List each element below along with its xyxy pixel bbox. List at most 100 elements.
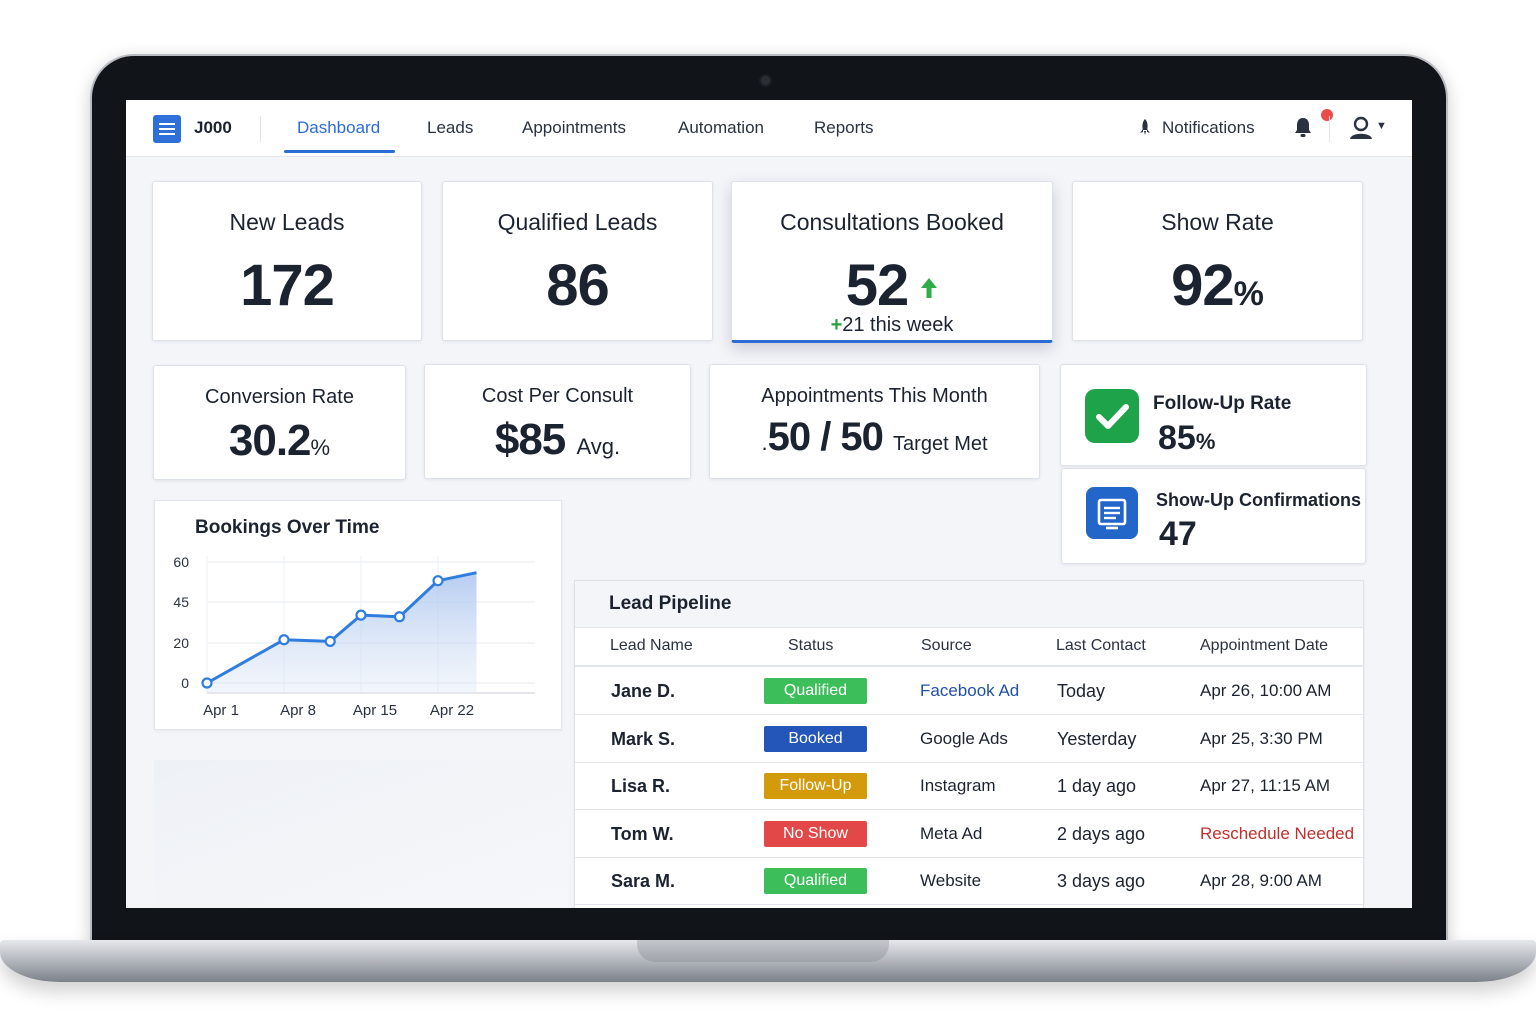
- delta-plus: +: [830, 314, 843, 336]
- column-header-lead-name[interactable]: Lead Name: [610, 637, 693, 654]
- kpi-label: Consultations Booked: [780, 209, 1004, 235]
- metric-prefix: .: [761, 430, 768, 455]
- laptop-notch: [637, 940, 889, 962]
- side-value: 47: [1159, 515, 1197, 553]
- data-point: [324, 635, 336, 647]
- lead-name: Sara M.: [611, 871, 676, 891]
- data-point: [201, 677, 213, 689]
- app-logo[interactable]: J000: [194, 118, 232, 137]
- metric-suffix: Target Met: [893, 433, 988, 455]
- x-tick-label: Apr 8: [280, 702, 316, 719]
- lead-source: Website: [920, 871, 982, 890]
- user-avatar-icon[interactable]: [1348, 115, 1374, 141]
- table-row[interactable]: Lisa R. Follow-Up Instagram 1 day ago Ap…: [575, 762, 1363, 810]
- metric-label: Conversion Rate: [205, 386, 354, 408]
- metric-suffix: Avg.: [576, 434, 621, 459]
- kpi-value: 172: [240, 253, 335, 318]
- column-header-status[interactable]: Status: [788, 637, 834, 654]
- column-header-appointment-date[interactable]: Appointment Date: [1200, 637, 1329, 654]
- last-contact: 3 days ago: [1057, 871, 1146, 891]
- kpi-new-leads: New Leads 172: [152, 181, 422, 341]
- status-badge: Follow-Up: [764, 773, 867, 799]
- last-contact: 1 day ago: [1057, 776, 1137, 796]
- lead-pipeline-table: Lead Pipeline Lead Name Status Source La…: [574, 580, 1364, 908]
- metric-appointments-month: Appointments This Month .50 / 50 Target …: [709, 364, 1040, 479]
- kpi-label: Show Rate: [1161, 209, 1274, 235]
- bookings-chart-card: Bookings Over Time 0 20 45 60 Apr 1 Apr 8 Apr …: [154, 500, 562, 730]
- appointment-date: Apr 26, 10:00 AM: [1200, 681, 1332, 700]
- lead-name: Jane D.: [611, 681, 676, 701]
- active-tab-indicator: [284, 150, 395, 153]
- data-point: [355, 609, 367, 621]
- tab-reports[interactable]: Reports: [814, 118, 874, 137]
- side-unit: %: [1195, 429, 1216, 454]
- weekly-delta: +21 this week: [732, 314, 1052, 337]
- kpi-value: 92%: [1073, 252, 1362, 319]
- y-tick-label: 20: [173, 635, 189, 651]
- bell-icon[interactable]: [1293, 116, 1313, 138]
- chart-title: Bookings Over Time: [195, 517, 380, 538]
- appointment-date: Apr 25, 3:30 PM: [1200, 729, 1323, 748]
- metric-value: .50 / 50 Target Met: [710, 415, 1039, 460]
- pipeline-title: Lead Pipeline: [609, 593, 732, 614]
- menu-icon[interactable]: [153, 115, 181, 143]
- table-row[interactable]: Mark S. Booked Google Ads Yesterday Apr …: [575, 715, 1363, 763]
- side-label: Follow-Up Rate: [1153, 393, 1292, 414]
- data-point: [393, 611, 406, 623]
- appointment-date: Reschedule Needed: [1200, 824, 1355, 843]
- table-row[interactable]: Jane D. Qualified Facebook Ad Today Apr …: [575, 667, 1363, 715]
- status-badge: Qualified: [764, 868, 867, 894]
- side-value: 85%: [1158, 419, 1215, 458]
- lead-source: Meta Ad: [920, 824, 983, 843]
- nav-divider: [1329, 116, 1330, 142]
- metric-unit: %: [310, 435, 331, 460]
- table-row[interactable]: Tom W. No Show Meta Ad 2 days ago Resche…: [575, 810, 1363, 858]
- lead-name: Lisa R.: [611, 776, 671, 796]
- tab-appointments[interactable]: Appointments: [522, 118, 626, 137]
- kpi-value: 86: [546, 253, 610, 318]
- camera: [761, 76, 770, 85]
- y-tick-label: 45: [173, 594, 189, 610]
- lead-source: Facebook Ad: [920, 681, 1020, 700]
- tab-dashboard[interactable]: Dashboard: [297, 118, 381, 137]
- kpi-show-rate: Show Rate 92%: [1072, 181, 1363, 341]
- pipeline-header: Lead Pipeline: [575, 581, 1363, 628]
- lead-source: Instagram: [920, 776, 996, 795]
- status-badge: Booked: [764, 726, 867, 752]
- metric-label: Appointments This Month: [761, 385, 988, 407]
- side-label: Show-Up Confirmations: [1156, 490, 1361, 510]
- check-icon: [1085, 389, 1139, 443]
- kpi-value-number: 52: [845, 253, 910, 318]
- metric-value-number: 50 / 50: [767, 415, 884, 459]
- metric-value: $85 Avg.: [425, 415, 690, 465]
- lead-source: Google Ads: [920, 729, 1008, 748]
- data-point: [278, 634, 290, 646]
- x-tick-label: Apr 22: [430, 702, 474, 719]
- metric-value-number: 30.2: [228, 416, 312, 465]
- kpi-qualified-leads: Qualified Leads 86: [442, 181, 713, 341]
- y-tick-label: 0: [181, 675, 189, 691]
- tab-leads[interactable]: Leads: [427, 118, 474, 137]
- bookings-chart: 0 20 45 60 Apr 1 Apr 8 Apr 15 Apr 22: [173, 554, 535, 719]
- notification-dot: [1321, 109, 1333, 121]
- data-point: [432, 575, 444, 587]
- metric-conversion-rate: Conversion Rate 30.2%: [153, 365, 406, 480]
- column-header-last-contact[interactable]: Last Contact: [1056, 637, 1146, 654]
- appointment-date: Apr 27, 11:15 AM: [1200, 776, 1331, 795]
- header-divider: [575, 665, 1363, 667]
- kpi-unit: %: [1233, 275, 1264, 313]
- tab-automation[interactable]: Automation: [678, 118, 764, 137]
- notifications-link[interactable]: Notifications: [1138, 118, 1255, 138]
- rocket-icon: [1140, 119, 1150, 135]
- metric-value-number: $85: [494, 415, 566, 464]
- metric-label: Cost Per Consult: [481, 385, 634, 407]
- table-row[interactable]: Sara M. Qualified Website 3 days ago Apr…: [575, 857, 1363, 905]
- check-icon-bg: [1085, 389, 1139, 443]
- metric-value: 30.2%: [154, 416, 405, 466]
- column-header-source[interactable]: Source: [921, 637, 972, 654]
- y-tick-label: 60: [173, 554, 189, 570]
- x-tick-label: Apr 1: [203, 702, 239, 719]
- last-contact: 2 days ago: [1057, 824, 1146, 844]
- chevron-down-icon[interactable]: ▼: [1376, 120, 1387, 132]
- kpi-value: 52: [732, 252, 1052, 319]
